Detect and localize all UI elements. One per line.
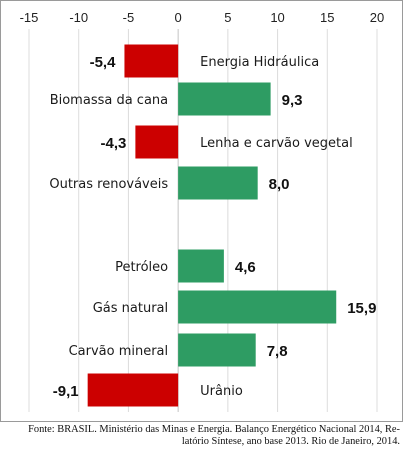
value-label: 9,3: [282, 92, 303, 109]
bar: [178, 290, 337, 324]
bar: [178, 333, 256, 367]
x-tick-label: -5: [123, 10, 135, 25]
energy-bar-chart: -15 -10 -5 0 5 10 15 20 Energia Hidráulica -5,4 B…: [20, 10, 384, 412]
x-tick-label: -15: [20, 10, 39, 25]
x-tick-label: -10: [69, 10, 88, 25]
x-tick-label: 5: [224, 10, 231, 25]
x-tick-label: 15: [320, 10, 334, 25]
category-label: Biomassa da cana: [50, 93, 168, 108]
source-note-line-2: latório Síntese, ano base 2013. Rio de J…: [181, 436, 400, 447]
bar: [87, 373, 179, 407]
bar: [178, 82, 271, 116]
category-label: Petróleo: [115, 260, 168, 275]
category-label: Carvão mineral: [69, 344, 169, 359]
category-label: Lenha e carvão vegetal: [200, 136, 353, 151]
value-label: 8,0: [269, 176, 290, 193]
value-label: -4,3: [101, 135, 127, 152]
category-label: Energia Hidráulica: [200, 55, 319, 70]
value-label: -5,4: [90, 54, 117, 71]
value-label: -9,1: [53, 383, 79, 400]
value-label: 7,8: [267, 343, 288, 360]
category-label: Gás natural: [93, 301, 168, 316]
x-tick-label: 0: [175, 10, 182, 25]
source-note: Fonte: BRASIL. Ministério das Minas e En…: [6, 424, 400, 448]
bar: [178, 166, 258, 200]
chart-frame: -15 -10 -5 0 5 10 15 20 Energia Hidráulica -5,4 B…: [0, 0, 403, 422]
value-label: 15,9: [347, 300, 376, 317]
category-label: Outras renováveis: [49, 177, 168, 192]
bar: [124, 44, 179, 78]
value-label: 4,6: [235, 259, 256, 276]
x-tick-label: 20: [370, 10, 384, 25]
source-note-line-1: Fonte: BRASIL. Ministério das Minas e En…: [28, 424, 400, 435]
x-tick-label: 10: [270, 10, 284, 25]
bar: [178, 249, 224, 283]
category-label: Urânio: [200, 384, 243, 399]
bar: [135, 125, 179, 159]
